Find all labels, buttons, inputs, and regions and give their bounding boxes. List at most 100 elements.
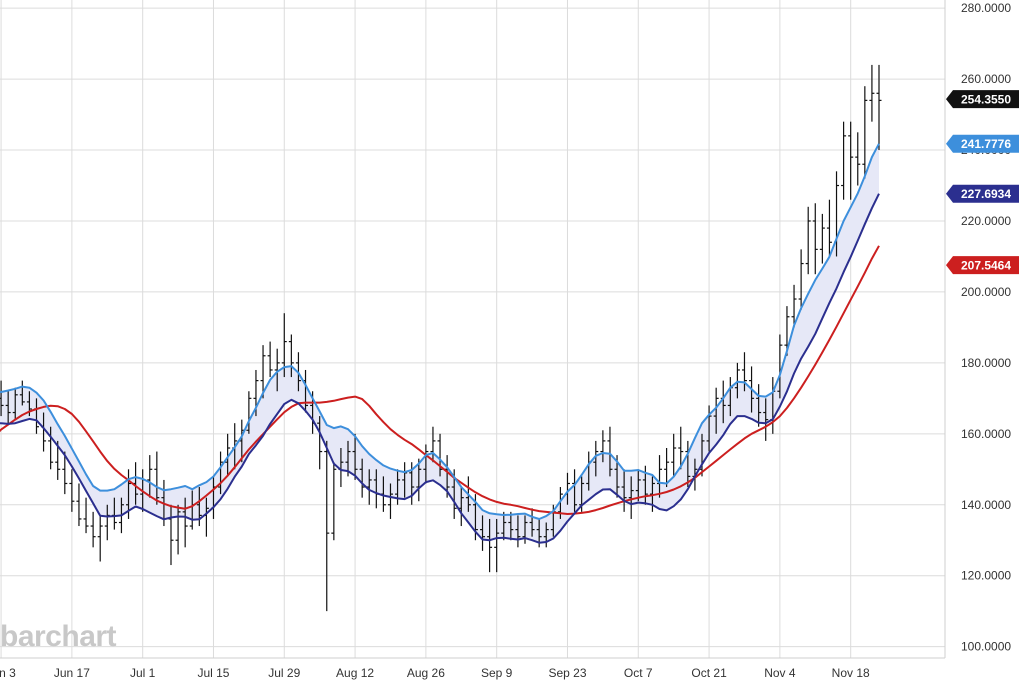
value-tag-label: 227.6934	[961, 187, 1011, 201]
x-tick-label: Jul 29	[268, 666, 300, 680]
ohlc-bar	[5, 391, 11, 424]
ohlc-bar	[593, 440, 599, 477]
ohlc-bar	[826, 199, 832, 257]
ohlc-bar	[182, 497, 188, 548]
ohlc-bars	[0, 64, 882, 612]
ohlc-bar	[713, 387, 719, 434]
ohlc-bar	[487, 518, 493, 573]
x-tick-label: Sep 9	[481, 666, 513, 680]
ohlc-bar	[97, 515, 103, 562]
ohlc-bar	[480, 515, 486, 551]
ohlc-bar	[317, 416, 323, 470]
ohlc-bar	[763, 398, 769, 441]
ohlc-bar	[869, 64, 875, 122]
ohlc-bar	[147, 455, 153, 498]
ohlc-bar	[69, 469, 75, 512]
mid-ma-line	[0, 193, 880, 544]
value-tag: 207.5464	[946, 256, 1019, 275]
ohlc-bar	[678, 426, 684, 470]
watermark-logo: barchart	[0, 620, 117, 653]
ohlc-bar	[288, 334, 294, 378]
x-tick-label: Sep 23	[548, 666, 586, 680]
y-axis: 280.0000260.0000240.0000220.0000200.0000…	[961, 1, 1011, 653]
y-tick-label: 100.0000	[961, 640, 1011, 654]
x-tick-label: Oct 21	[691, 666, 727, 680]
x-tick-label: Aug 26	[407, 666, 445, 680]
ohlc-bar	[805, 206, 811, 275]
value-tag-label: 207.5464	[961, 259, 1011, 273]
ohlc-bar	[777, 334, 783, 399]
ohlc-bar	[501, 511, 507, 541]
ohlc-bar	[48, 426, 54, 470]
ohlc-bar	[621, 469, 627, 512]
ohlc-bar	[423, 444, 429, 484]
ohlc-bar	[756, 384, 762, 427]
x-tick-label: Nov 4	[764, 666, 796, 680]
ohlc-bar	[855, 132, 861, 186]
x-tick-label: Nov 18	[832, 666, 870, 680]
y-tick-label: 140.0000	[961, 498, 1011, 512]
value-tags: 254.3550 241.7776 227.6934 207.5464	[946, 90, 1019, 275]
ohlc-bar	[154, 451, 160, 505]
x-tick-label: Jul 15	[197, 666, 229, 680]
fast-ma-line	[0, 143, 880, 520]
ohlc-bar	[387, 483, 393, 519]
y-tick-label: 160.0000	[961, 427, 1011, 441]
ohlc-bar	[671, 433, 677, 477]
ohlc-bar	[862, 86, 868, 179]
ohlc-bar	[734, 362, 740, 399]
y-tick-label: 120.0000	[961, 569, 1011, 583]
ohlc-bar	[324, 440, 330, 612]
ohlc-bar	[90, 511, 96, 548]
value-tag: 241.7776	[946, 134, 1019, 153]
ohlc-bar	[819, 213, 825, 264]
ohlc-bar	[685, 440, 691, 488]
ohlc-bar	[798, 249, 804, 310]
y-tick-label: 200.0000	[961, 285, 1011, 299]
slow-ma-line	[0, 245, 880, 515]
ohlc-bar	[331, 462, 337, 541]
ohlc-bar	[359, 458, 365, 498]
ohlc-bar	[76, 483, 82, 527]
ohlc-bar	[508, 511, 514, 541]
moving-average-lines	[0, 143, 880, 544]
ohlc-bar	[0, 380, 4, 417]
value-tag: 254.3550	[946, 90, 1019, 109]
ohlc-bar	[572, 469, 578, 512]
ohlc-bar	[175, 504, 181, 555]
ohlc-bar	[628, 476, 634, 519]
ohlc-bar	[706, 405, 712, 452]
x-tick-label: Jun 17	[54, 666, 90, 680]
value-tag-label: 241.7776	[961, 137, 1011, 151]
ohlc-bar	[494, 518, 500, 573]
x-tick-label: Jun 3	[0, 666, 16, 680]
value-tag: 227.6934	[946, 184, 1019, 203]
ohlc-bar	[841, 121, 847, 200]
ohlc-bar	[246, 391, 252, 434]
ohlc-bar	[664, 448, 670, 488]
y-tick-label: 180.0000	[961, 356, 1011, 370]
ohlc-bar	[267, 341, 273, 378]
y-tick-label: 260.0000	[961, 72, 1011, 86]
ohlc-bar	[274, 348, 280, 392]
ohlc-bar	[529, 508, 535, 537]
ohlc-bar	[741, 352, 747, 392]
ohlc-bar	[812, 203, 818, 275]
ohlc-bar	[543, 522, 549, 548]
value-tag-label: 254.3550	[961, 93, 1011, 107]
ohlc-bar	[62, 451, 68, 495]
x-axis: Jun 3 Jun 17 Jul 1 Jul 15 Jul 29 Aug 12 Aug 26…	[0, 666, 870, 680]
ohlc-bar	[352, 433, 358, 480]
ohlc-bar	[83, 497, 89, 534]
ohlc-bar	[607, 426, 613, 477]
ohlc-bar	[437, 433, 443, 477]
ohlc-bar	[260, 345, 266, 399]
ohlc-bar	[218, 451, 224, 495]
ohlc-bar	[515, 515, 521, 548]
ohlc-bar	[12, 387, 18, 420]
y-tick-label: 220.0000	[961, 214, 1011, 228]
ohlc-bar	[430, 426, 436, 463]
ohlc-bar	[600, 430, 606, 463]
ohlc-bar	[791, 284, 797, 328]
